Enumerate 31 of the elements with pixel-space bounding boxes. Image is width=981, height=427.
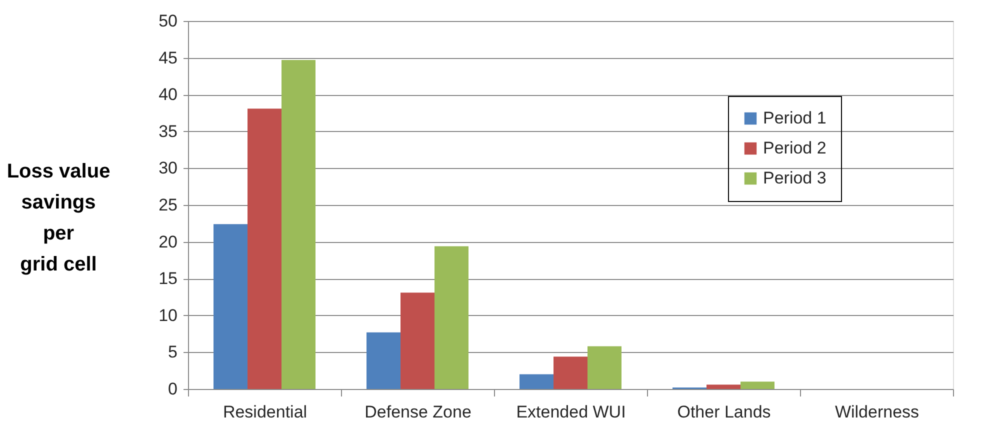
legend-label: Period 2	[763, 138, 826, 158]
x-tick-label: Wilderness	[834, 402, 920, 422]
bar	[706, 384, 740, 389]
bar	[434, 246, 468, 389]
y-tick-label: 20	[158, 232, 178, 252]
legend-label: Period 3	[763, 168, 826, 188]
y-tick-label: 50	[158, 12, 178, 30]
y-axis-title: Loss value savings per grid cell	[6, 160, 110, 276]
y-tick-label: 30	[158, 158, 178, 178]
y-tick-label: 25	[158, 196, 178, 214]
bar	[282, 60, 316, 389]
bar	[400, 292, 434, 389]
x-tick-label: Other Lands	[677, 402, 771, 422]
y-tick-label: 45	[158, 48, 178, 68]
bar	[554, 356, 588, 389]
bar	[520, 374, 554, 389]
bar	[214, 224, 248, 389]
bar	[740, 382, 774, 389]
y-tick-label: 5	[168, 342, 178, 362]
x-tick-label: Defense Zone	[364, 402, 472, 422]
legend-label: Period 1	[763, 108, 826, 128]
bar	[248, 108, 282, 389]
y-tick-label: 40	[158, 85, 178, 104]
x-tick-label: Residential	[222, 402, 308, 422]
y-tick-label: 0	[168, 380, 178, 398]
y-tick-label: 15	[158, 269, 178, 288]
x-tick-label: Extended WUI	[516, 402, 626, 422]
bar	[366, 332, 400, 389]
y-tick-label: 35	[158, 122, 178, 141]
bar	[588, 346, 622, 389]
y-tick-label: 10	[158, 306, 178, 325]
